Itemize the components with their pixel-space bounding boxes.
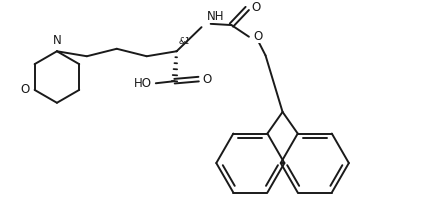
Text: O: O: [251, 1, 261, 14]
Text: N: N: [53, 34, 61, 47]
Text: NH: NH: [207, 10, 224, 23]
Text: O: O: [21, 83, 30, 96]
Text: HO: HO: [134, 77, 152, 90]
Text: O: O: [203, 73, 212, 86]
Text: O: O: [253, 30, 262, 43]
Text: &1: &1: [178, 37, 190, 46]
